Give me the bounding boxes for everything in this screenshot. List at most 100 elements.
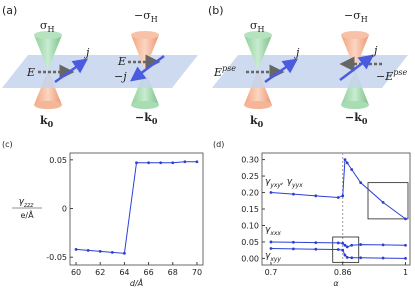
y-tick-label: 0.25 — [241, 172, 259, 181]
data-point — [269, 247, 273, 250]
data-point — [345, 161, 349, 165]
field-label: E — [117, 55, 126, 68]
y-tick-label: 0.10 — [241, 221, 259, 230]
data-point — [183, 160, 187, 164]
panel-label: (b) — [208, 4, 224, 17]
x-axis-label: α — [333, 279, 339, 288]
data-point — [343, 253, 347, 257]
y-tick-label: 0.30 — [241, 156, 259, 165]
data-point — [336, 196, 340, 199]
y-tick-label: -0.05 — [46, 253, 67, 262]
data-point — [336, 241, 340, 245]
current-label: j — [83, 46, 90, 59]
annotation: γyxy, γyyx — [265, 177, 303, 189]
x-tick-label: 60 — [71, 268, 81, 277]
data-point — [381, 243, 385, 247]
data-point — [404, 257, 407, 260]
x-tick-label: 66 — [143, 268, 153, 277]
k-label: k0 — [40, 114, 54, 129]
x-tick-label: 1 — [403, 268, 408, 277]
panel-label: (a) — [2, 4, 17, 17]
data-point — [359, 243, 363, 246]
x-tick-label: 0.86 — [334, 268, 352, 277]
data-point — [314, 194, 318, 198]
data-point — [269, 240, 273, 244]
data-point — [314, 241, 318, 245]
annotation: γxxx — [265, 225, 281, 237]
field-label: Epse — [213, 64, 236, 79]
data-point — [404, 217, 407, 221]
x-tick-label: 64 — [119, 268, 129, 277]
data-point — [314, 247, 318, 251]
sigma-label: −σH — [134, 9, 158, 24]
y-tick-label: 0 — [62, 205, 67, 214]
field-label: −Epse — [376, 68, 407, 83]
k-label: k0 — [250, 114, 264, 129]
y-tick-label: 0.00 — [241, 254, 259, 263]
data-point — [291, 240, 295, 244]
data-point — [159, 161, 163, 165]
data-point — [291, 247, 295, 251]
sigma-label: σH — [250, 19, 265, 34]
x-tick-label: 68 — [168, 268, 178, 277]
k-label: −k0 — [135, 111, 158, 126]
data-point — [171, 161, 175, 165]
data-point — [345, 245, 349, 249]
data-point — [123, 251, 126, 255]
data-point — [341, 241, 345, 245]
y-tick-label: 0.15 — [241, 205, 259, 214]
panel-b: (b) σH −σH Epse j j −Epse k0 −k0 — [208, 4, 408, 129]
data-point — [110, 250, 114, 254]
data-point — [343, 243, 347, 247]
sigma-label: σH — [40, 19, 55, 34]
data-point — [98, 249, 102, 253]
data-point — [86, 248, 90, 252]
data-point — [359, 181, 363, 185]
y-axis-unit: e/Å — [20, 209, 34, 220]
data-point — [195, 160, 199, 164]
data-point — [341, 194, 345, 198]
data-point — [381, 256, 385, 260]
x-tick-label: 70 — [192, 268, 202, 277]
x-axis-label: d/Å — [130, 277, 143, 288]
series-line — [76, 161, 197, 254]
y-tick-label: 0.05 — [49, 156, 67, 165]
data-point — [269, 191, 273, 194]
inset-frame — [367, 182, 409, 220]
data-point — [345, 256, 349, 259]
data-point — [147, 161, 150, 165]
data-point — [350, 168, 354, 171]
field-label: E — [26, 66, 35, 79]
annotation: γxyy — [265, 251, 281, 263]
data-point — [350, 256, 354, 260]
y-tick-label: 0.20 — [241, 189, 259, 198]
x-tick-label: 0.7 — [265, 268, 278, 277]
panel-label: (c) — [2, 140, 13, 149]
data-point — [359, 256, 363, 260]
x-tick-label: 62 — [95, 268, 105, 277]
data-point — [291, 192, 295, 196]
data-point — [381, 201, 385, 204]
data-point — [341, 248, 345, 252]
data-point — [343, 158, 347, 161]
data-point — [74, 248, 78, 251]
k-label: −k0 — [345, 111, 368, 126]
panel-label: (d) — [213, 140, 224, 149]
data-point — [404, 243, 407, 247]
y-axis-label: γzzz — [19, 197, 35, 209]
data-point — [135, 161, 138, 165]
current-label: j — [371, 44, 378, 57]
sigma-label: −σH — [344, 9, 368, 24]
current-label: j — [293, 46, 300, 59]
data-point — [336, 248, 340, 251]
chart: (d) 0.7 0.86 1 0.00 0.05 0.10 0.15 0.20 0.25 0.30 α… — [213, 140, 411, 288]
plot-frame — [69, 152, 204, 266]
panel-a: (a) σH −σH E j E −j k0 −k0 — [2, 4, 198, 129]
y-tick-label: 0.05 — [241, 238, 259, 247]
current-label: −j — [114, 70, 127, 83]
data-point — [350, 243, 354, 247]
